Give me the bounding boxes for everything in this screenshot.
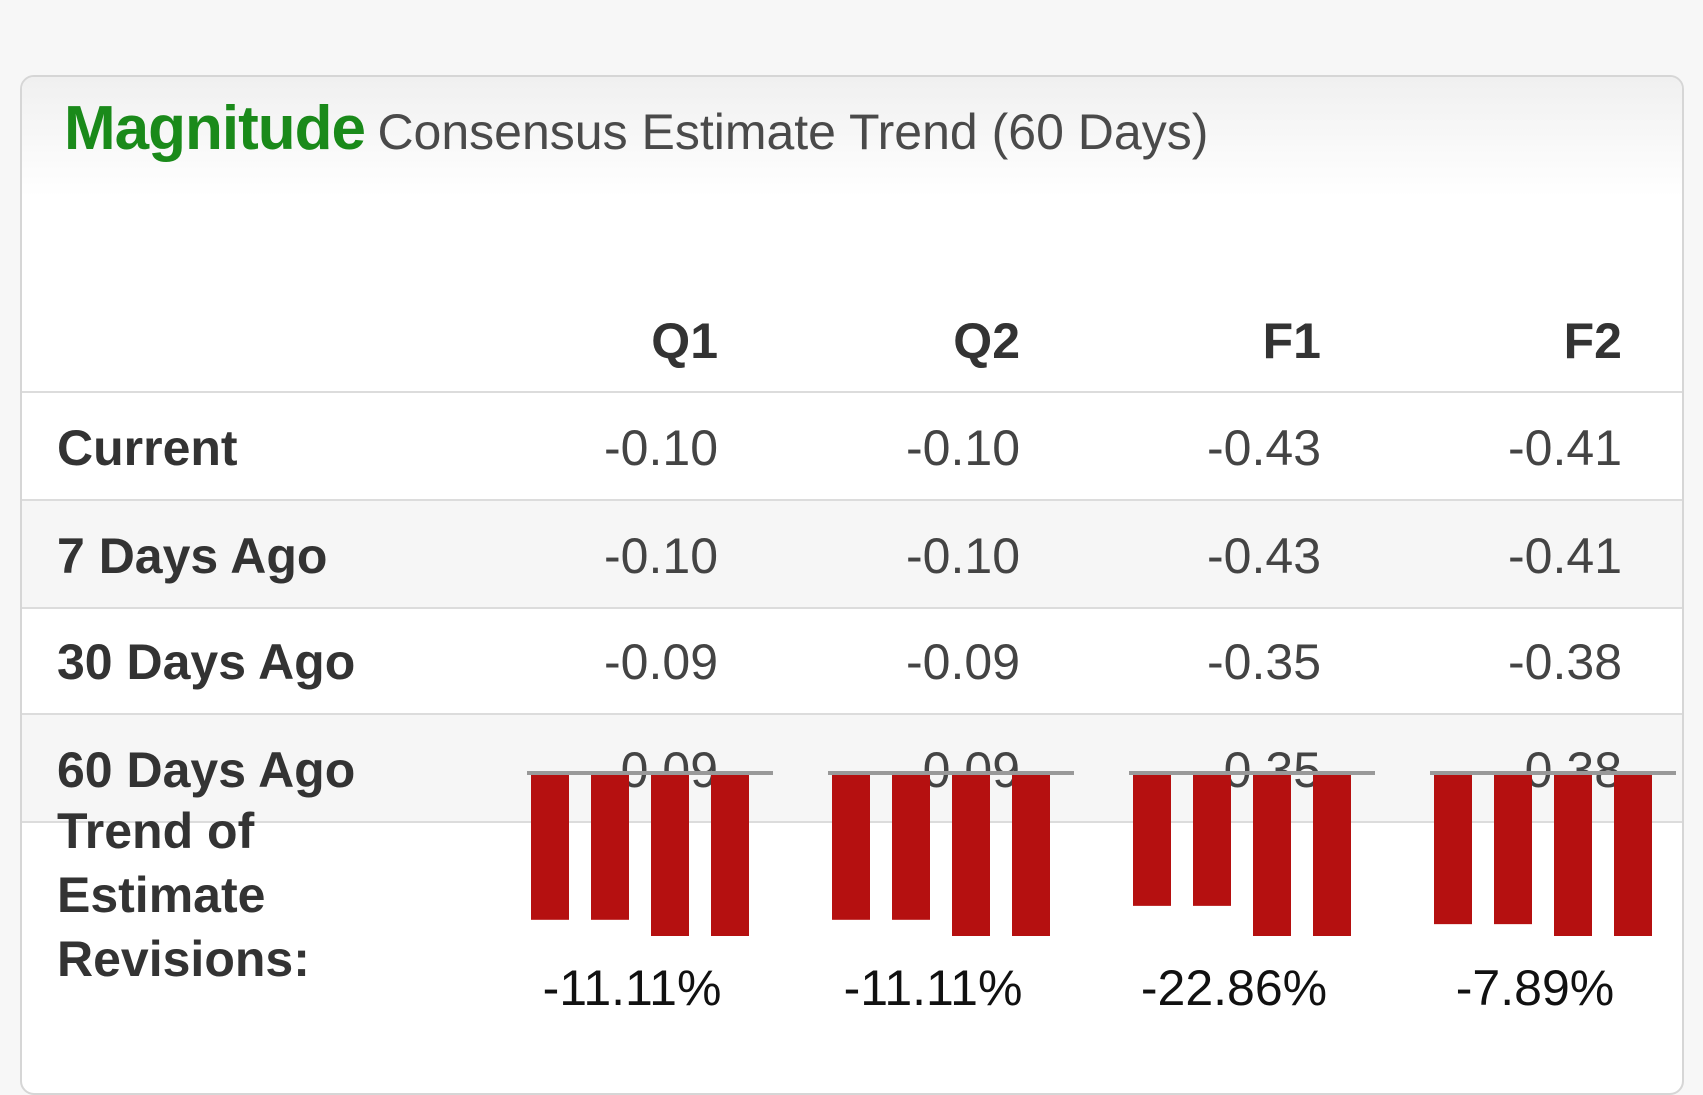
column-header-f2: F2: [1563, 313, 1622, 369]
table-cell: -0.43: [1207, 528, 1321, 584]
trend-chart-q2: [828, 771, 1074, 936]
table-header-row: Q1 Q2 F1 F2: [22, 197, 1682, 393]
row-label: 30 Days Ago: [57, 634, 356, 690]
column-header-f1: F1: [1262, 313, 1321, 369]
trend-bar: [1434, 774, 1472, 925]
table-cell: -0.10: [906, 528, 1020, 584]
table-cell: -0.43: [1207, 420, 1321, 476]
trend-percent-q1: -11.11%: [542, 960, 722, 1016]
title-subtitle: Consensus Estimate Trend (60 Days): [377, 104, 1209, 160]
trend-chart-q1: [527, 771, 773, 936]
table-row: Current -0.10 -0.10 -0.43 -0.41: [22, 393, 1682, 501]
trend-bar: [1554, 774, 1592, 936]
row-label: Current: [57, 420, 238, 476]
trend-percent-f1: -22.86%: [1140, 960, 1328, 1016]
trend-bar: [651, 774, 689, 936]
trend-bar: [1012, 774, 1050, 936]
trend-label: Trend of Estimate Revisions:: [57, 803, 310, 987]
trend-percent-f2: -7.89%: [1455, 960, 1615, 1016]
trend-chart-f2: [1430, 771, 1676, 936]
table-cell: -0.41: [1508, 420, 1622, 476]
card-header: Magnitude Consensus Estimate Trend (60 D…: [22, 77, 1682, 197]
trend-bar: [1494, 774, 1532, 925]
row-label: 60 Days Ago: [57, 742, 356, 798]
trend-chart-f1: [1129, 771, 1375, 936]
table-cell: -0.09: [906, 634, 1020, 690]
row-label: 7 Days Ago: [57, 528, 328, 584]
trend-bar: [952, 774, 990, 936]
table-cell: -0.10: [906, 420, 1020, 476]
trend-bar: [1193, 774, 1231, 906]
column-header-q1: Q1: [651, 313, 718, 369]
trend-bar: [711, 774, 749, 936]
table-cell: -0.10: [604, 420, 718, 476]
trend-bar: [531, 774, 569, 920]
trend-bar: [591, 774, 629, 920]
title-magnitude: Magnitude: [64, 94, 366, 163]
column-header-q2: Q2: [953, 313, 1020, 369]
table-cell: -0.09: [604, 634, 718, 690]
trend-bar: [1614, 774, 1652, 936]
trend-bar: [1253, 774, 1291, 936]
table-cell: -0.38: [1508, 634, 1622, 690]
card-title: Magnitude Consensus Estimate Trend (60 D…: [64, 93, 1208, 164]
table-row: 7 Days Ago -0.10 -0.10 -0.43 -0.41: [22, 501, 1682, 609]
table-cell: -0.41: [1508, 528, 1622, 584]
table-cell: -0.35: [1207, 634, 1321, 690]
trend-percent-q2: -11.11%: [843, 960, 1023, 1016]
trend-bar: [1313, 774, 1351, 936]
estimate-trend-card: Magnitude Consensus Estimate Trend (60 D…: [20, 75, 1684, 1095]
table-row: 30 Days Ago -0.09 -0.09 -0.35 -0.38: [22, 607, 1682, 715]
trend-bar: [1133, 774, 1171, 906]
trend-bar: [892, 774, 930, 920]
trend-bar: [832, 774, 870, 920]
table-cell: -0.10: [604, 528, 718, 584]
